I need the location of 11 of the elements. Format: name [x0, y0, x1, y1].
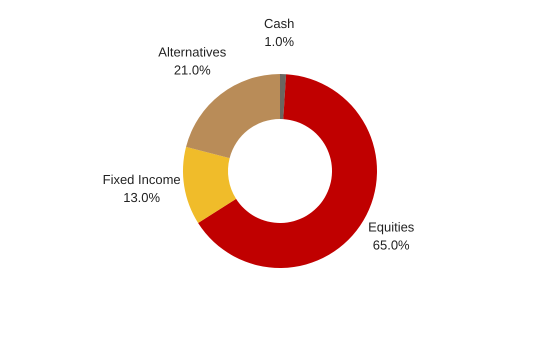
slice-label: Fixed Income: [102, 172, 181, 188]
slice-label: Alternatives: [158, 44, 227, 60]
data-label: 21.0%: [174, 62, 212, 78]
data-label: 1.0%: [264, 34, 294, 50]
donut-slice: [183, 146, 236, 223]
data-label: 65.0%: [372, 238, 410, 253]
slice-label: Equities: [368, 220, 415, 235]
donut-slice: [186, 74, 280, 158]
slice-label: Cash: [264, 16, 294, 32]
data-label: 13.0%: [123, 190, 161, 206]
donut-slice: [280, 74, 286, 120]
